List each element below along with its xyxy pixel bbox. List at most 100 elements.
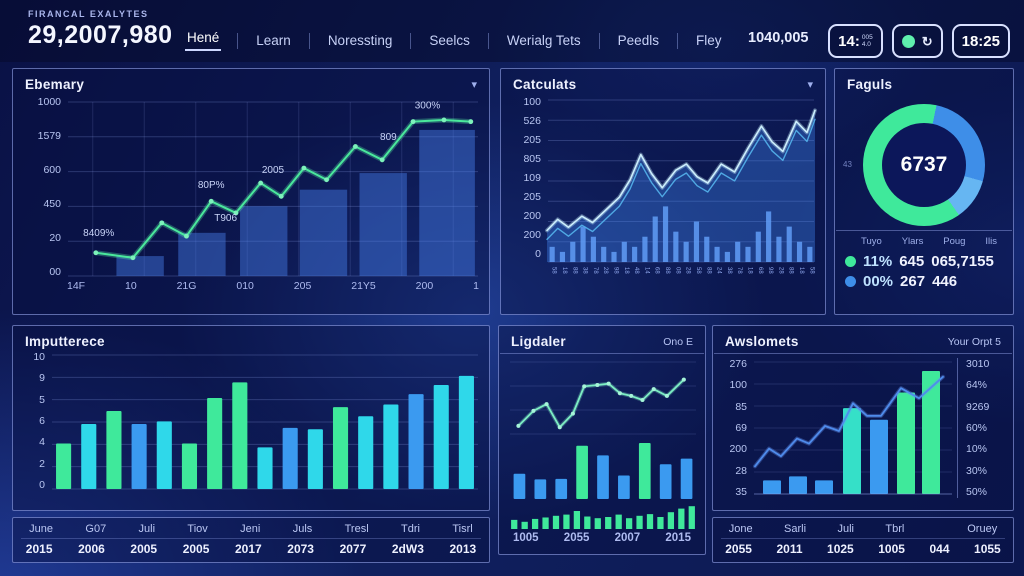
status-badge[interactable]: ↻	[891, 24, 943, 58]
tick-label: Tresl	[344, 523, 369, 535]
panel-faguls: Faguls 43 6737 Tuyo Ylars Poug Ilis 11% 645 0…	[834, 68, 1014, 315]
faguls-donut: 6737	[863, 104, 985, 226]
tick-label: 10	[125, 280, 137, 292]
time-badge-1-main: 14:	[838, 32, 860, 50]
svg-text:88: 88	[788, 267, 794, 274]
tick-label: 30%	[966, 464, 988, 477]
brand-total-value: 29,2007,980	[28, 21, 173, 49]
tick-label: 1579	[37, 130, 61, 142]
legend-header: Tuyo	[861, 236, 882, 247]
tick-label: 0	[535, 248, 541, 260]
tick-label: June	[29, 523, 54, 535]
awslomets-right-ticks: 3010 64% 9269 60% 10% 30% 50%	[957, 358, 1001, 498]
tick-label: 3010	[966, 358, 990, 370]
tick-label: Sarli	[784, 523, 807, 535]
svg-text:18: 18	[747, 267, 753, 274]
ligdaler-line-chart	[510, 361, 696, 435]
faguls-legend-rows: 11% 645 065,7155 00% 267 446	[845, 253, 1003, 290]
panel-faguls-title: Faguls	[847, 77, 893, 92]
svg-text:78: 78	[592, 267, 598, 274]
panel-ligdaler-corner[interactable]: Ono E	[663, 335, 693, 348]
svg-text:58: 58	[551, 267, 557, 274]
header-badges: 14: 005 4.0 ↻ 18:25	[828, 24, 1010, 58]
tick-label: 9	[39, 372, 45, 385]
legend-header: Ilis	[985, 236, 997, 247]
svg-text:98: 98	[613, 267, 619, 274]
refresh-icon: ↻	[921, 33, 933, 49]
panel-awslomets-corner[interactable]: Your Orpt 5	[947, 335, 1001, 348]
tick-label: 20	[49, 232, 61, 244]
svg-text:98: 98	[767, 267, 773, 274]
svg-text:28: 28	[685, 267, 691, 274]
chevron-down-icon[interactable]: ▾	[807, 79, 813, 91]
svg-text:18: 18	[798, 267, 804, 274]
nav-item-noressting[interactable]: Noressting	[327, 33, 393, 48]
tick-label: 28	[735, 464, 747, 477]
tick-label: 85	[735, 400, 747, 413]
tick-label: 2055	[725, 542, 752, 556]
tick-label: Tbrl	[885, 523, 905, 535]
tick-label: 69	[735, 421, 747, 434]
legend-cell: 446	[932, 273, 958, 290]
faguls-side-label: 43	[843, 160, 852, 169]
nav-item-werialg-tets[interactable]: Werialg Tets	[506, 33, 581, 48]
panel-catculats-title: Catculats	[513, 77, 577, 92]
tick-label: 276	[729, 358, 747, 370]
nav-item-hené[interactable]: Hené	[185, 30, 222, 51]
time-badge-2[interactable]: 18:25	[951, 24, 1010, 58]
nav-item-peedls[interactable]: Peedls	[617, 33, 659, 48]
faguls-donut-wrap: 43 6737	[835, 104, 1013, 226]
footer-left: June G07 Juli Tiov Jeni Juls Tresl Tdri Tisrl 20…	[12, 517, 490, 563]
tick-label: 2	[39, 457, 45, 470]
nav-item-fley[interactable]: Fley	[695, 33, 722, 48]
ligdaler-spark-chart	[511, 506, 695, 529]
svg-text:18: 18	[561, 267, 567, 274]
tick-label: 2007	[614, 532, 641, 544]
tick-label: 200	[729, 443, 747, 456]
tick-label: 21G	[176, 280, 197, 292]
tick-label: 1025	[827, 542, 854, 556]
nav-divider	[237, 32, 239, 49]
time-badge-1[interactable]: 14: 005 4.0	[828, 24, 883, 58]
brand-label: FIRANCAL EXALYTES	[28, 9, 149, 19]
awslomets-left-ticks: 276 100 85 69 200 28 35	[723, 358, 753, 498]
brand: FIRANCAL EXALYTES 29,2007,980	[28, 9, 173, 50]
footer-right-years: 2055 2011 1025 1005 044 1055	[713, 542, 1013, 556]
faguls-legend: Tuyo Ylars Poug Ilis 11% 645 065,7155 00% 267 44…	[835, 231, 1013, 290]
tick-label: 35	[735, 485, 747, 498]
tick-label: 109	[523, 172, 541, 184]
chevron-down-icon[interactable]: ▾	[471, 79, 477, 91]
tick-label: 1	[473, 280, 479, 292]
tick-label: Tdri	[401, 523, 420, 535]
footer-left-months: June G07 Juli Tiov Jeni Juls Tresl Tdri Tisrl	[13, 523, 489, 535]
panel-catculats: Catculats ▾ 100 526 205 805 109 205 200 200 0 58…	[500, 68, 826, 315]
time-badge-1-stack: 005 4.0	[862, 34, 873, 48]
tick-label: 044	[929, 542, 950, 556]
tick-label: 010	[236, 280, 254, 292]
footer-right: Jone Sarli Juli Tbrl Oruey 2055 2011 1025 1005…	[712, 517, 1014, 563]
time-badge-2-value: 18:25	[961, 32, 1000, 50]
panel-ebemary-title: Ebemary	[25, 77, 85, 92]
svg-text:68: 68	[757, 267, 763, 274]
nav-item-learn[interactable]: Learn	[256, 33, 291, 48]
faguls-legend-headers: Tuyo Ylars Poug Ilis	[845, 236, 1003, 250]
tick-label: 205	[293, 280, 312, 292]
ebemary-chart: 8409% 80P% T906 2005 809 300%	[68, 100, 478, 277]
svg-text:T906: T906	[214, 213, 237, 224]
svg-text:28: 28	[602, 267, 608, 274]
svg-text:88: 88	[664, 267, 670, 274]
top-nav: Hené Learn Noressting Seelcs Werialg Tets Pee…	[185, 30, 723, 51]
tick-label: 64%	[966, 379, 988, 392]
legend-cell: 00%	[863, 273, 894, 290]
tick-label: 2005	[182, 542, 210, 556]
tick-label: 6	[39, 414, 45, 427]
tick-label: Oruey	[967, 523, 998, 535]
svg-text:08: 08	[674, 267, 680, 274]
svg-text:80P%: 80P%	[198, 180, 225, 191]
nav-item-seelcs[interactable]: Seelcs	[429, 33, 470, 48]
tick-label: 2006	[78, 542, 105, 556]
svg-text:58: 58	[695, 267, 701, 274]
nav-divider	[487, 32, 489, 49]
ligdaler-x-ticks: 1005 2055 2007 2015	[513, 532, 691, 544]
tick-label: Jone	[728, 523, 753, 535]
